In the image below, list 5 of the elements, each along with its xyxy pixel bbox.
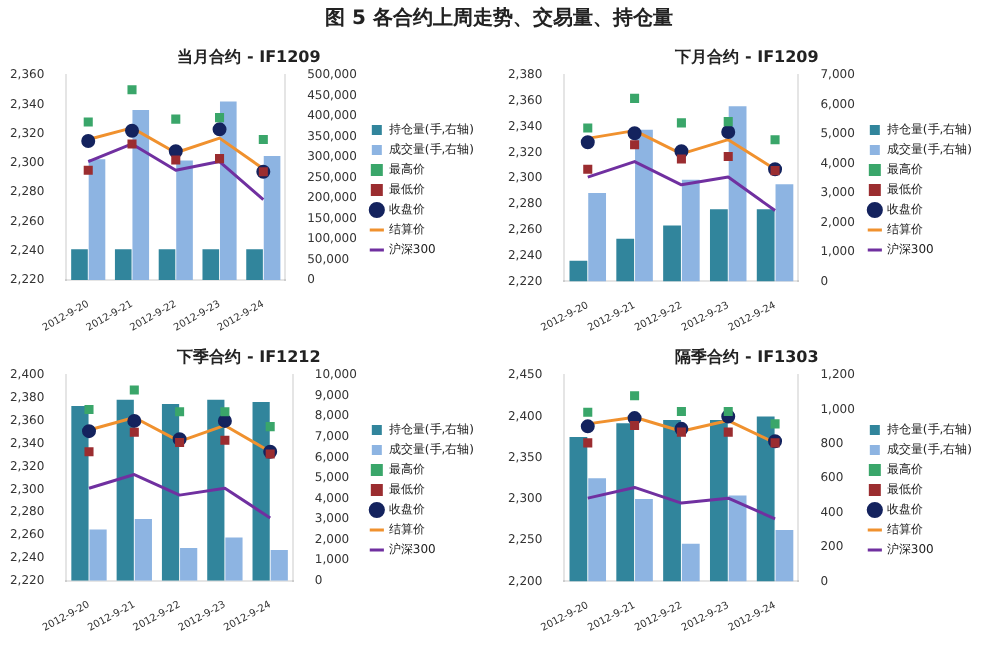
text: 图 5 各合约上周走势、交易量、持仓量 <box>323 4 675 34</box>
chart-title: 下月合约 - IF1209 <box>673 47 820 66</box>
chart-title: 下季合约 - IF1212 <box>175 347 321 366</box>
chart-title: 当月合约 - IF1209 <box>177 47 322 66</box>
chart-title: 隔季合约 - IF1303 <box>675 347 819 366</box>
